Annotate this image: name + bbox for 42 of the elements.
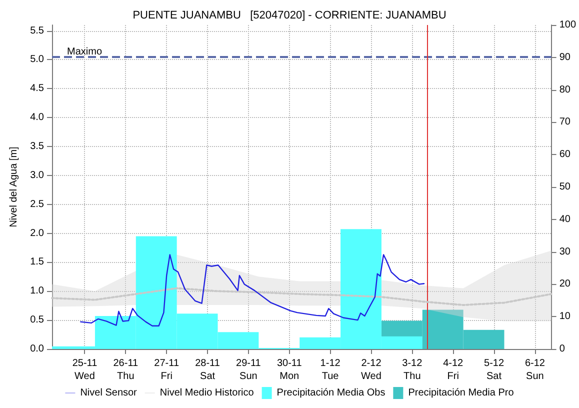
- y2-tick-label: 0: [559, 344, 566, 354]
- y-tick-label: 0.0: [30, 344, 44, 354]
- y-tick-label: 2.0: [30, 228, 44, 239]
- y-tick-label: 3.5: [30, 141, 44, 152]
- y-tick-label: 5.5: [30, 25, 44, 36]
- y2-tick-label: 20: [559, 278, 571, 290]
- x-tick-label: 6-12 Sun: [524, 358, 546, 382]
- legend-label: Precipitación Media Pro: [408, 388, 514, 398]
- x-tick-label: 25-11 Wed: [72, 358, 98, 382]
- y-tick-label: 3.0: [30, 170, 44, 181]
- y2-tick-label: 80: [559, 84, 571, 96]
- x-tick-label: 29-11 Sun: [236, 358, 262, 382]
- y-tick-label: 0.5: [30, 314, 44, 326]
- y-tick-label: 2.5: [30, 198, 44, 210]
- y2-tick-label: 70: [559, 116, 571, 128]
- x-tick-label: 30-11 Mon: [276, 358, 302, 382]
- chart-title: PUENTE JUANAMBU [52047020] - CORRIENTE: JUANAMBU: [132, 10, 446, 22]
- ref-line-label: Maximo: [67, 46, 102, 58]
- y-tick-label: 1.5: [30, 256, 44, 268]
- legend-label: Precipitación Media Obs: [276, 388, 386, 398]
- y2-tick-label: 100: [559, 20, 576, 30]
- x-tick-label: 2-12 Wed: [361, 358, 382, 382]
- y2-tick-label: 40: [559, 214, 571, 225]
- y2-tick-label: 10: [559, 311, 571, 322]
- y2-tick-label: 50: [559, 182, 571, 192]
- y-tick-label: 4.5: [30, 83, 44, 94]
- x-tick-label: 26-11 Thu: [113, 358, 139, 382]
- x-tick-label: 1-12 Tue: [320, 358, 341, 382]
- y2-tick-label: 30: [559, 246, 571, 258]
- x-tick-label: 28-11 Sat: [195, 358, 220, 382]
- y2-tick-label: 90: [559, 52, 571, 63]
- x-tick-label: 3-12 Thu: [402, 358, 423, 382]
- y-tick-label: 4.0: [30, 112, 44, 124]
- legend-label: Nivel Sensor: [80, 388, 138, 398]
- x-tick-label: 4-12 Fri: [443, 358, 464, 382]
- y-tick-label: 5.0: [30, 54, 44, 66]
- x-tick-label: 5-12 Sat: [484, 358, 504, 382]
- legend-label: Nivel Medio Historico: [160, 388, 254, 398]
- y-axis-title: Nivel del Agua [m]: [8, 146, 20, 228]
- x-tick-label: 27-11 Fri: [154, 358, 180, 382]
- y2-tick-label: 60: [559, 149, 571, 160]
- y-tick-label: 1.0: [30, 286, 44, 297]
